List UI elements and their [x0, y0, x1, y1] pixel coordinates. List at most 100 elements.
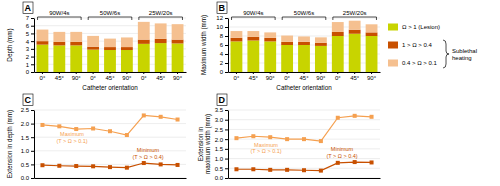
legend-swatch [388, 42, 398, 49]
x-tick-label: 45° [350, 75, 360, 81]
marker [302, 137, 306, 141]
grid [228, 110, 380, 178]
y-tick-label: 12 [216, 15, 223, 21]
bar-segment [247, 41, 259, 73]
x-tick-mark [371, 72, 372, 74]
y-axis: 01234567 [26, 15, 35, 75]
y-tick: 4 [220, 51, 228, 57]
y-tick-label: 2 [26, 54, 30, 60]
y-tick-label: 0.5 [215, 166, 224, 172]
x-tick: 45° [55, 72, 65, 81]
group-bracket [282, 17, 326, 20]
y-tick: 0.5 [21, 162, 34, 168]
marker [370, 115, 374, 119]
y-tick: 0.0 [215, 175, 228, 181]
bar-segment [155, 23, 167, 38]
text-line: Maximum [60, 131, 84, 137]
legend-item: 1 > Ω > 0.4 [388, 42, 433, 49]
panel-title: B [219, 3, 226, 13]
bar-segment [104, 50, 116, 72]
axis-line [228, 111, 229, 179]
y-tick-mark [31, 57, 34, 58]
x-tick: 45° [299, 72, 309, 81]
text-line: Extension in depth (mm) [6, 110, 14, 178]
y-tick-label: 2 [220, 60, 224, 66]
group-label: 50W/6s [100, 10, 120, 16]
x-tick-label: 90° [122, 75, 132, 81]
series-label: Minimum(T > Ω > 0.4) [326, 146, 357, 159]
legend-item: 0.4 > Ω > 0.1 [388, 60, 438, 67]
bar-segment [70, 42, 82, 45]
y-tick: 1.5 [215, 146, 228, 152]
bar-segment [87, 36, 99, 47]
y-tick-mark [225, 36, 228, 37]
text-line: Maximum [254, 142, 278, 148]
y-tick-label: 4 [26, 39, 30, 45]
y-tick-label: 3.0 [215, 117, 224, 123]
marker [176, 163, 180, 167]
x-tick: 45° [249, 72, 259, 81]
axis-line [34, 111, 35, 179]
bar-segment [37, 45, 49, 72]
x-tick: 90° [266, 72, 276, 81]
y-tick-mark [225, 54, 228, 55]
marker [251, 167, 255, 171]
marker [176, 118, 180, 122]
panel-title-box [217, 2, 227, 14]
y-axis-title: Depth (mm) [6, 28, 14, 61]
y-tick: 2.0 [21, 121, 34, 127]
marker [285, 168, 289, 172]
bar-segment [298, 36, 310, 41]
series-labels: Maximum(T > Ω > 0.1)Minimum(T > Ω > 0.4) [56, 131, 163, 159]
x-tick-mark [287, 72, 288, 74]
grid-line [34, 178, 186, 179]
series-label: Minimum(T > Ω > 0.4) [132, 147, 163, 160]
x-tick-mark [110, 72, 111, 74]
y-tick-label: 5 [26, 31, 30, 37]
marker [251, 134, 255, 138]
x-tick-label: 45° [249, 75, 259, 81]
y-tick-mark [31, 72, 34, 73]
x-axis [229, 178, 381, 179]
y-axis: 0.00.51.01.52.02.5 [21, 107, 35, 181]
y-tick: 10 [216, 24, 228, 30]
x-tick-mark [143, 72, 144, 74]
group-label: 90W/4s [49, 10, 69, 16]
x-tick-label: 90° [266, 75, 276, 81]
marker [108, 165, 112, 169]
bar-segment [87, 47, 99, 50]
y-tick-mark [31, 164, 34, 165]
bar-segment [37, 41, 49, 44]
y-tick: 6 [220, 42, 228, 48]
bar-segment [37, 30, 49, 42]
x-tick: 0° [90, 72, 96, 81]
marker [336, 161, 340, 165]
marker [108, 129, 112, 133]
x-tick: 90° [72, 72, 82, 81]
grid-line [228, 129, 380, 130]
marker [57, 124, 61, 128]
y-tick: 6 [26, 23, 34, 29]
y-axis-title: Maximum width (mm) [200, 15, 208, 75]
text-line: Sublethal [452, 48, 477, 54]
x-tick-mark [320, 72, 321, 74]
series-labels: Maximum(T > Ω > 0.1)Minimum(T > Ω > 0.4) [250, 142, 357, 159]
text-line: Depth (mm) [6, 28, 14, 61]
x-tick: 0° [234, 72, 240, 81]
bar-segment [121, 37, 133, 47]
y-tick-mark [225, 27, 228, 28]
x-tick-label: 45° [55, 75, 65, 81]
chart-root: 01234567Depth (mm)0°45°90°0°45°90°0°45°9… [0, 0, 500, 186]
group-bracket [88, 17, 132, 20]
marker [57, 164, 61, 168]
bar-segment [121, 47, 133, 50]
y-tick-mark [31, 137, 34, 138]
panel: 024681012Maximum width (mm)0°45°90°0°45°… [200, 2, 380, 91]
text-line: heating [452, 55, 472, 61]
bar-segment [281, 36, 293, 42]
y-tick-label: 0 [220, 69, 224, 75]
bar-segment [155, 39, 167, 43]
grid-line [228, 178, 380, 179]
grid-line [34, 123, 186, 124]
y-tick-mark [225, 120, 228, 121]
